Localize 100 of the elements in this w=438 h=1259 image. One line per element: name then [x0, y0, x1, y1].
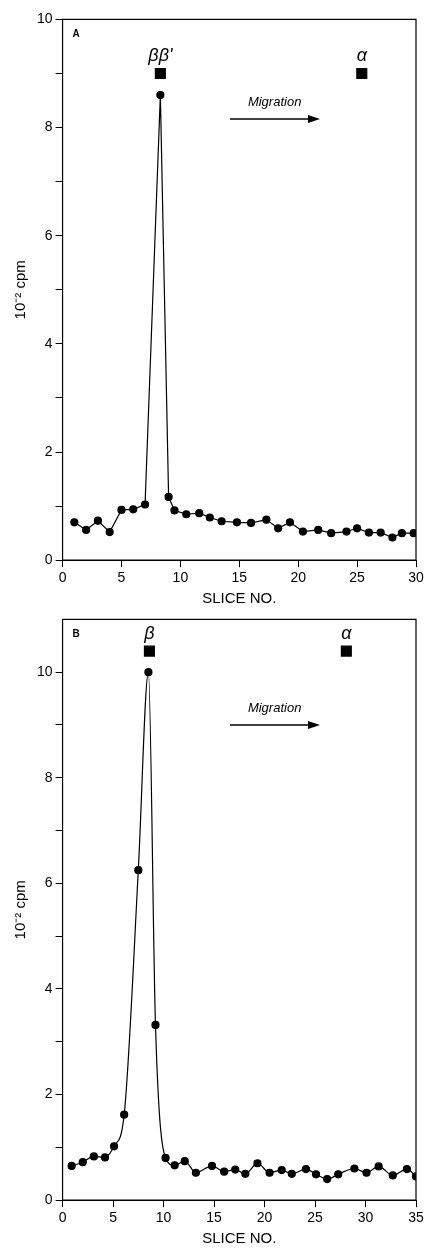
point [340, 645, 352, 657]
point [311, 1170, 321, 1179]
point [232, 518, 242, 527]
point [362, 1168, 371, 1177]
x-tick-label: 30 [357, 1209, 374, 1226]
annotation: A [72, 28, 80, 40]
x-tick-label: 30 [408, 569, 424, 586]
point [89, 1152, 98, 1161]
x-tick-label: 5 [109, 1209, 118, 1226]
point [82, 525, 91, 535]
y-tick-label: 0 [44, 1191, 53, 1208]
point [156, 91, 165, 100]
x-tick-label: 10 [172, 569, 189, 586]
y-tick-label: 2 [44, 442, 53, 459]
x-tick-label: 25 [307, 1209, 324, 1226]
point [191, 1168, 200, 1177]
y-axis-title: 10⁻² cpm [11, 260, 29, 320]
x-axis-title: SLICE NO. [202, 589, 277, 607]
point [220, 1167, 229, 1176]
point [298, 527, 307, 536]
y-axis-title: 10⁻² cpm [11, 880, 29, 940]
point [388, 1171, 397, 1180]
x-tick-label: 20 [256, 1209, 273, 1226]
point [140, 500, 150, 509]
point [402, 1164, 412, 1174]
y-tick-label: 4 [44, 334, 53, 351]
point [342, 527, 351, 536]
point [93, 516, 103, 525]
point [353, 524, 362, 533]
point [265, 1168, 274, 1177]
point [334, 1170, 343, 1179]
annotation: Migration [247, 700, 302, 716]
y-tick-label: 8 [44, 768, 53, 785]
point [397, 529, 406, 538]
x-tick-label: 0 [58, 569, 67, 586]
point [241, 1169, 250, 1178]
annotation: B [72, 628, 80, 640]
point [350, 1164, 359, 1173]
y-tick-label: 10 [36, 663, 53, 680]
point [231, 1165, 240, 1174]
point [134, 866, 143, 875]
x-tick-label: 25 [349, 569, 366, 586]
point [144, 668, 153, 677]
point [287, 1169, 296, 1178]
point [388, 533, 397, 542]
point [277, 1166, 286, 1175]
point [78, 1158, 87, 1167]
point [120, 1110, 129, 1119]
point [205, 513, 214, 522]
point [217, 517, 226, 526]
point [274, 524, 283, 533]
point [180, 1157, 189, 1166]
point [262, 515, 271, 524]
point [374, 1162, 383, 1171]
y-tick-label: 4 [44, 979, 53, 996]
y-tick-label: 0 [44, 551, 53, 568]
y-tick-label: 10 [36, 10, 53, 27]
annotation: ββ' [147, 45, 173, 66]
point [356, 67, 368, 80]
point [164, 492, 173, 502]
point [67, 1161, 76, 1170]
point [105, 527, 114, 537]
x-tick-label: 5 [117, 569, 126, 586]
point [314, 525, 323, 535]
x-tick-label: 15 [231, 569, 248, 586]
point [301, 1164, 311, 1174]
point [207, 1161, 217, 1170]
point [151, 1020, 160, 1029]
point [327, 529, 336, 538]
annotation: α [356, 45, 368, 66]
x-tick-label: 15 [206, 1209, 223, 1226]
y-tick-label: 2 [44, 1085, 53, 1102]
point [143, 645, 155, 657]
point [323, 1174, 332, 1184]
point [154, 67, 166, 80]
point [70, 518, 79, 527]
x-axis-title: SLICE NO. [202, 1229, 277, 1247]
annotation: β [143, 623, 155, 644]
point [117, 505, 126, 515]
x-tick-label: 35 [408, 1209, 424, 1226]
x-tick-label: 20 [290, 569, 307, 586]
y-tick-label: 6 [44, 874, 53, 891]
point [376, 528, 385, 537]
y-tick-label: 8 [44, 118, 53, 135]
x-tick-label: 10 [155, 1209, 172, 1226]
point [129, 505, 138, 514]
point [182, 510, 191, 519]
point [109, 1142, 119, 1151]
point [195, 509, 204, 518]
annotation: α [341, 623, 353, 644]
x-tick-label: 0 [58, 1209, 67, 1226]
point [285, 518, 295, 527]
annotation: Migration [247, 93, 302, 109]
point [253, 1159, 262, 1168]
point [246, 518, 256, 527]
point [170, 506, 179, 515]
point [364, 528, 373, 537]
y-tick-label: 6 [44, 226, 53, 243]
point [170, 1161, 179, 1170]
point [161, 1153, 170, 1163]
